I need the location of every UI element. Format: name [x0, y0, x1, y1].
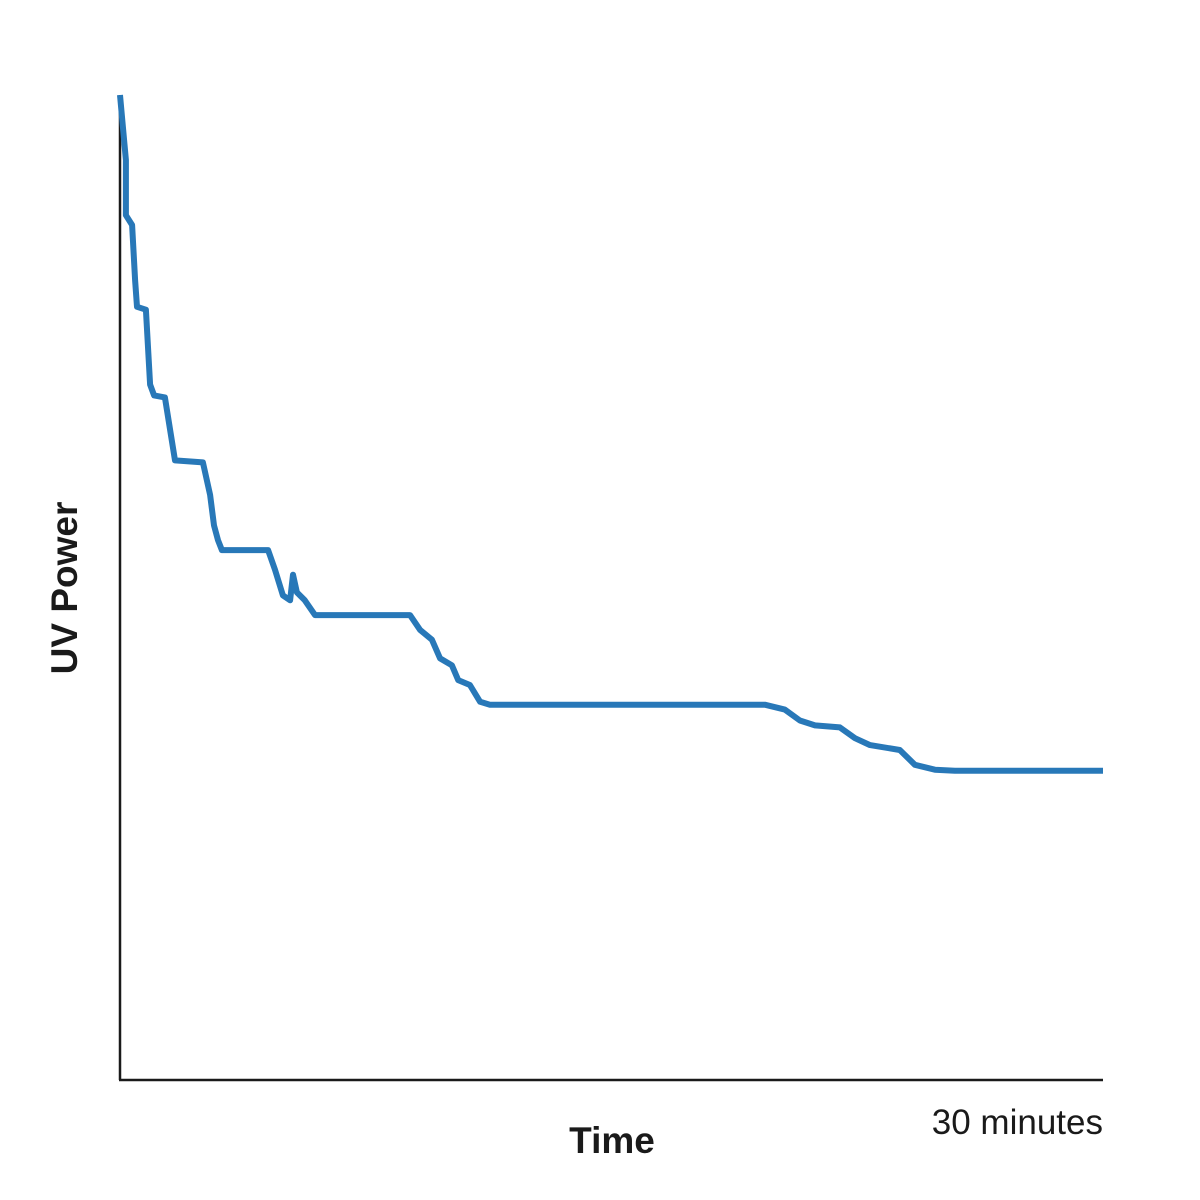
y-axis-label: UV Power	[44, 502, 85, 675]
line	[117, 94, 1103, 774]
x-tick-label: 30 minutes	[932, 1103, 1103, 1142]
x-axis-label: Time	[569, 1120, 655, 1161]
